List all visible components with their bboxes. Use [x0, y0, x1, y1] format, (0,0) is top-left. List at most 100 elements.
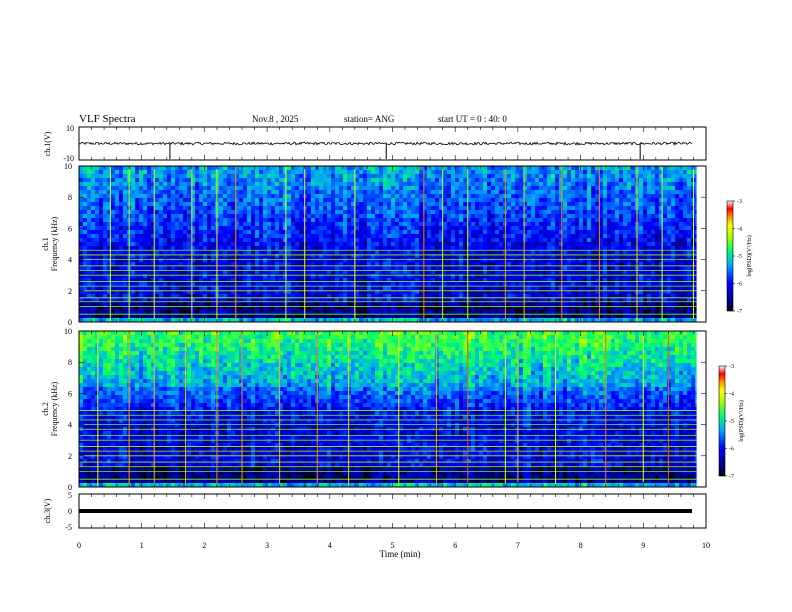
spectrogram-cell — [143, 290, 147, 294]
spectrogram-cell — [411, 230, 415, 234]
spectrogram-cell — [251, 202, 255, 206]
spectrogram-cell — [315, 286, 319, 290]
spectrogram-cell — [343, 222, 347, 226]
spectrogram-cell — [287, 238, 291, 242]
spectrogram-cell — [323, 282, 327, 286]
spectrogram-cell — [87, 286, 91, 290]
spectrogram-cell — [647, 198, 651, 202]
spectrogram-cell — [391, 266, 395, 270]
spectrogram-cell — [383, 230, 387, 234]
spectrogram-cell — [283, 242, 287, 246]
spectrogram-cell — [119, 214, 123, 218]
spectrogram-cell — [131, 270, 135, 274]
spectrogram-cell — [343, 206, 347, 210]
spectrogram-cell — [339, 282, 343, 286]
spectrogram-cell — [483, 170, 487, 174]
spectrogram-cell — [495, 182, 499, 186]
spectrogram-cell — [583, 194, 587, 198]
spectrogram-cell — [151, 270, 155, 274]
spectrogram-cell — [143, 282, 147, 286]
spectrogram-cell — [267, 198, 271, 202]
spectrogram-cell — [79, 166, 83, 170]
spectrogram-cell — [591, 266, 595, 270]
spectrogram-cell — [439, 222, 443, 226]
spectrogram-cell — [247, 210, 251, 214]
spectrogram-cell — [563, 270, 567, 274]
spectrogram-cell — [475, 262, 479, 266]
spectrogram-cell — [235, 206, 239, 210]
spectrogram-cell — [239, 218, 243, 222]
spectrogram-cell — [279, 254, 283, 258]
spectrogram-cell — [311, 266, 315, 270]
spectrogram-cell — [235, 278, 239, 282]
spectrogram-cell — [223, 174, 227, 178]
spectrogram-cell — [571, 254, 575, 258]
spectrogram-cell — [515, 242, 519, 246]
spectrogram-cell — [271, 246, 275, 250]
spectrogram-cell — [271, 238, 275, 242]
spectrogram-cell — [187, 222, 191, 226]
spectrogram-cell — [279, 262, 283, 266]
spectrogram-cell — [511, 274, 515, 278]
spectrogram-cell — [367, 278, 371, 282]
spectrogram-cell — [223, 226, 227, 230]
spectrogram-cell — [367, 262, 371, 266]
spectrogram-cell — [687, 250, 691, 254]
spectrogram-cell — [263, 190, 267, 194]
spectrogram-cell — [155, 186, 159, 190]
spectrogram-cell — [411, 194, 415, 198]
spectrogram-cell — [335, 270, 339, 274]
spectrogram-cell — [351, 246, 355, 250]
spectrogram-cell — [571, 206, 575, 210]
spectrogram-cell — [335, 182, 339, 186]
spectrogram-cell — [291, 286, 295, 290]
spectrogram-cell — [539, 210, 543, 214]
spectrogram-cell — [307, 274, 311, 278]
spectrogram-cell — [651, 234, 655, 238]
spectrogram-cell — [379, 230, 383, 234]
spectrogram-cell — [295, 270, 299, 274]
spectrogram-cell — [179, 266, 183, 270]
spectrogram-cell — [275, 290, 279, 294]
spectrogram-cell — [455, 282, 459, 286]
spectrogram-cell — [299, 290, 303, 294]
spectrogram-cell — [523, 242, 527, 246]
spectrogram-cell — [475, 278, 479, 282]
spectrogram-cell — [515, 210, 519, 214]
spectrogram-cell — [423, 170, 427, 174]
spectrogram-cell — [675, 178, 679, 182]
spectrogram-cell — [79, 262, 83, 266]
spectrogram-cell — [187, 274, 191, 278]
spectrogram-cell — [167, 234, 171, 238]
spectrogram-cell — [175, 286, 179, 290]
spectrogram-cell — [579, 198, 583, 202]
spectrogram-cell — [159, 270, 163, 274]
spectrogram-cell — [551, 194, 555, 198]
spectrogram-cell — [603, 178, 607, 182]
spectrogram-cell — [87, 202, 91, 206]
spectrogram-cell — [383, 198, 387, 202]
spectrogram-cell — [135, 262, 139, 266]
spectrogram-cell — [123, 174, 127, 178]
spectrogram-cell — [131, 222, 135, 226]
spectrogram-cell — [547, 282, 551, 286]
spectrogram-cell — [91, 254, 95, 258]
spectrogram-cell — [319, 270, 323, 274]
spectrogram-cell — [443, 254, 447, 258]
spectrogram-cell — [99, 174, 103, 178]
spectrogram-cell — [403, 210, 407, 214]
spectrogram-cell — [111, 262, 115, 266]
spectrogram-cell — [203, 190, 207, 194]
spectrogram-cell — [311, 182, 315, 186]
spectrogram-cell — [607, 278, 611, 282]
spectrogram-cell — [667, 210, 671, 214]
spectrogram-cell — [367, 210, 371, 214]
spectrogram-cell — [151, 250, 155, 254]
spectrogram-cell — [103, 202, 107, 206]
spectrogram-cell — [239, 282, 243, 286]
spectrogram-cell — [123, 178, 127, 182]
spectrogram-cell — [467, 210, 471, 214]
spectrogram-cell — [447, 218, 451, 222]
spectrogram-cell — [255, 190, 259, 194]
spectrogram-cell — [343, 186, 347, 190]
